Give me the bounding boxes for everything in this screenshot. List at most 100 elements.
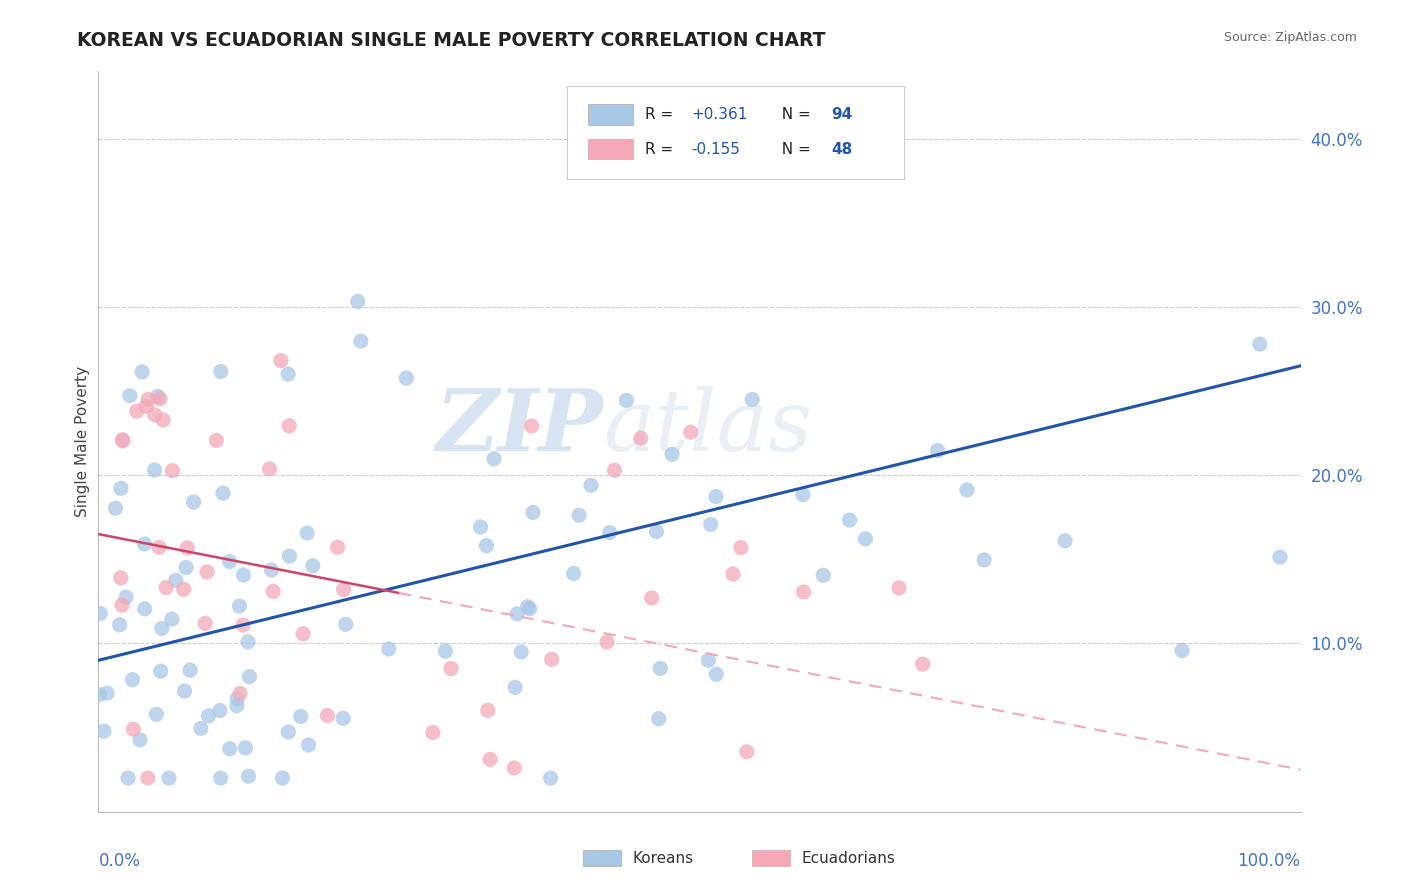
Point [149, 664, 172, 678]
Point [270, 353, 292, 368]
Text: Source: ZipAtlas.com: Source: ZipAtlas.com [1223, 31, 1357, 45]
Point [190, 722, 212, 736]
Point [568, 508, 591, 523]
Point [218, 555, 240, 569]
Point [162, 464, 184, 478]
Point [316, 708, 339, 723]
Point [176, 541, 198, 555]
Point [129, 732, 152, 747]
Point [540, 771, 562, 785]
Point [956, 483, 979, 497]
Point [290, 709, 312, 723]
Point [477, 703, 499, 717]
Point [704, 490, 727, 504]
Point [134, 537, 156, 551]
Point [645, 524, 668, 539]
Point [911, 657, 934, 671]
Point [647, 712, 669, 726]
Point [562, 566, 585, 581]
Point [278, 418, 301, 433]
Point [179, 663, 201, 677]
FancyBboxPatch shape [752, 850, 790, 866]
Text: R =: R = [645, 107, 679, 122]
Point [104, 501, 127, 516]
Point [1053, 533, 1076, 548]
Point [395, 371, 418, 385]
Point [149, 392, 172, 406]
Point [503, 681, 526, 695]
Point [301, 558, 323, 573]
Point [259, 462, 281, 476]
Point [650, 661, 672, 675]
Point [110, 571, 132, 585]
Text: +0.361: +0.361 [692, 107, 748, 122]
Point [134, 602, 156, 616]
Point [506, 607, 529, 621]
Point [238, 769, 260, 783]
Point [135, 399, 157, 413]
Point [96, 686, 118, 700]
Text: Ecuadorians: Ecuadorians [801, 851, 896, 865]
Point [422, 725, 444, 739]
Point [792, 487, 814, 501]
Point [579, 478, 602, 492]
Point [813, 568, 835, 582]
Point [434, 644, 457, 658]
Point [277, 725, 299, 739]
Point [295, 526, 318, 541]
Text: 100.0%: 100.0% [1237, 853, 1301, 871]
Point [145, 707, 167, 722]
Point [346, 294, 368, 309]
Point [641, 591, 664, 605]
Point [1249, 337, 1271, 351]
Point [111, 434, 134, 448]
Point [111, 598, 134, 612]
Text: 48: 48 [832, 142, 853, 157]
Point [194, 616, 217, 631]
Point [173, 684, 195, 698]
Point [205, 434, 228, 448]
Point [735, 745, 758, 759]
Point [260, 563, 283, 577]
Point [519, 602, 541, 616]
Point [614, 393, 637, 408]
Point [117, 771, 139, 785]
Point [704, 667, 727, 681]
Point [630, 431, 652, 445]
Point [209, 771, 232, 785]
Point [238, 670, 260, 684]
Point [503, 761, 526, 775]
Point [160, 612, 183, 626]
Text: N =: N = [772, 142, 815, 157]
Point [603, 463, 626, 477]
Point [143, 463, 166, 477]
Text: -0.155: -0.155 [692, 142, 740, 157]
Point [887, 581, 910, 595]
Point [143, 408, 166, 422]
Point [479, 752, 502, 766]
Point [93, 724, 115, 739]
Text: KOREAN VS ECUADORIAN SINGLE MALE POVERTY CORRELATION CHART: KOREAN VS ECUADORIAN SINGLE MALE POVERTY… [77, 31, 825, 50]
Point [125, 404, 148, 418]
FancyBboxPatch shape [588, 104, 633, 125]
Point [152, 413, 174, 427]
Point [115, 591, 138, 605]
Point [838, 513, 860, 527]
Point [226, 698, 249, 713]
Point [1171, 643, 1194, 657]
Point [1268, 550, 1291, 565]
Point [599, 525, 621, 540]
Text: Koreans: Koreans [633, 851, 693, 865]
Point [335, 617, 357, 632]
Point [350, 334, 373, 348]
Point [236, 634, 259, 648]
Point [235, 740, 257, 755]
Y-axis label: Single Male Poverty: Single Male Poverty [75, 366, 90, 517]
Point [131, 365, 153, 379]
Point [440, 661, 463, 675]
Point [136, 392, 159, 407]
Point [278, 549, 301, 563]
Point [482, 451, 505, 466]
Point [730, 541, 752, 555]
Point [297, 738, 319, 752]
